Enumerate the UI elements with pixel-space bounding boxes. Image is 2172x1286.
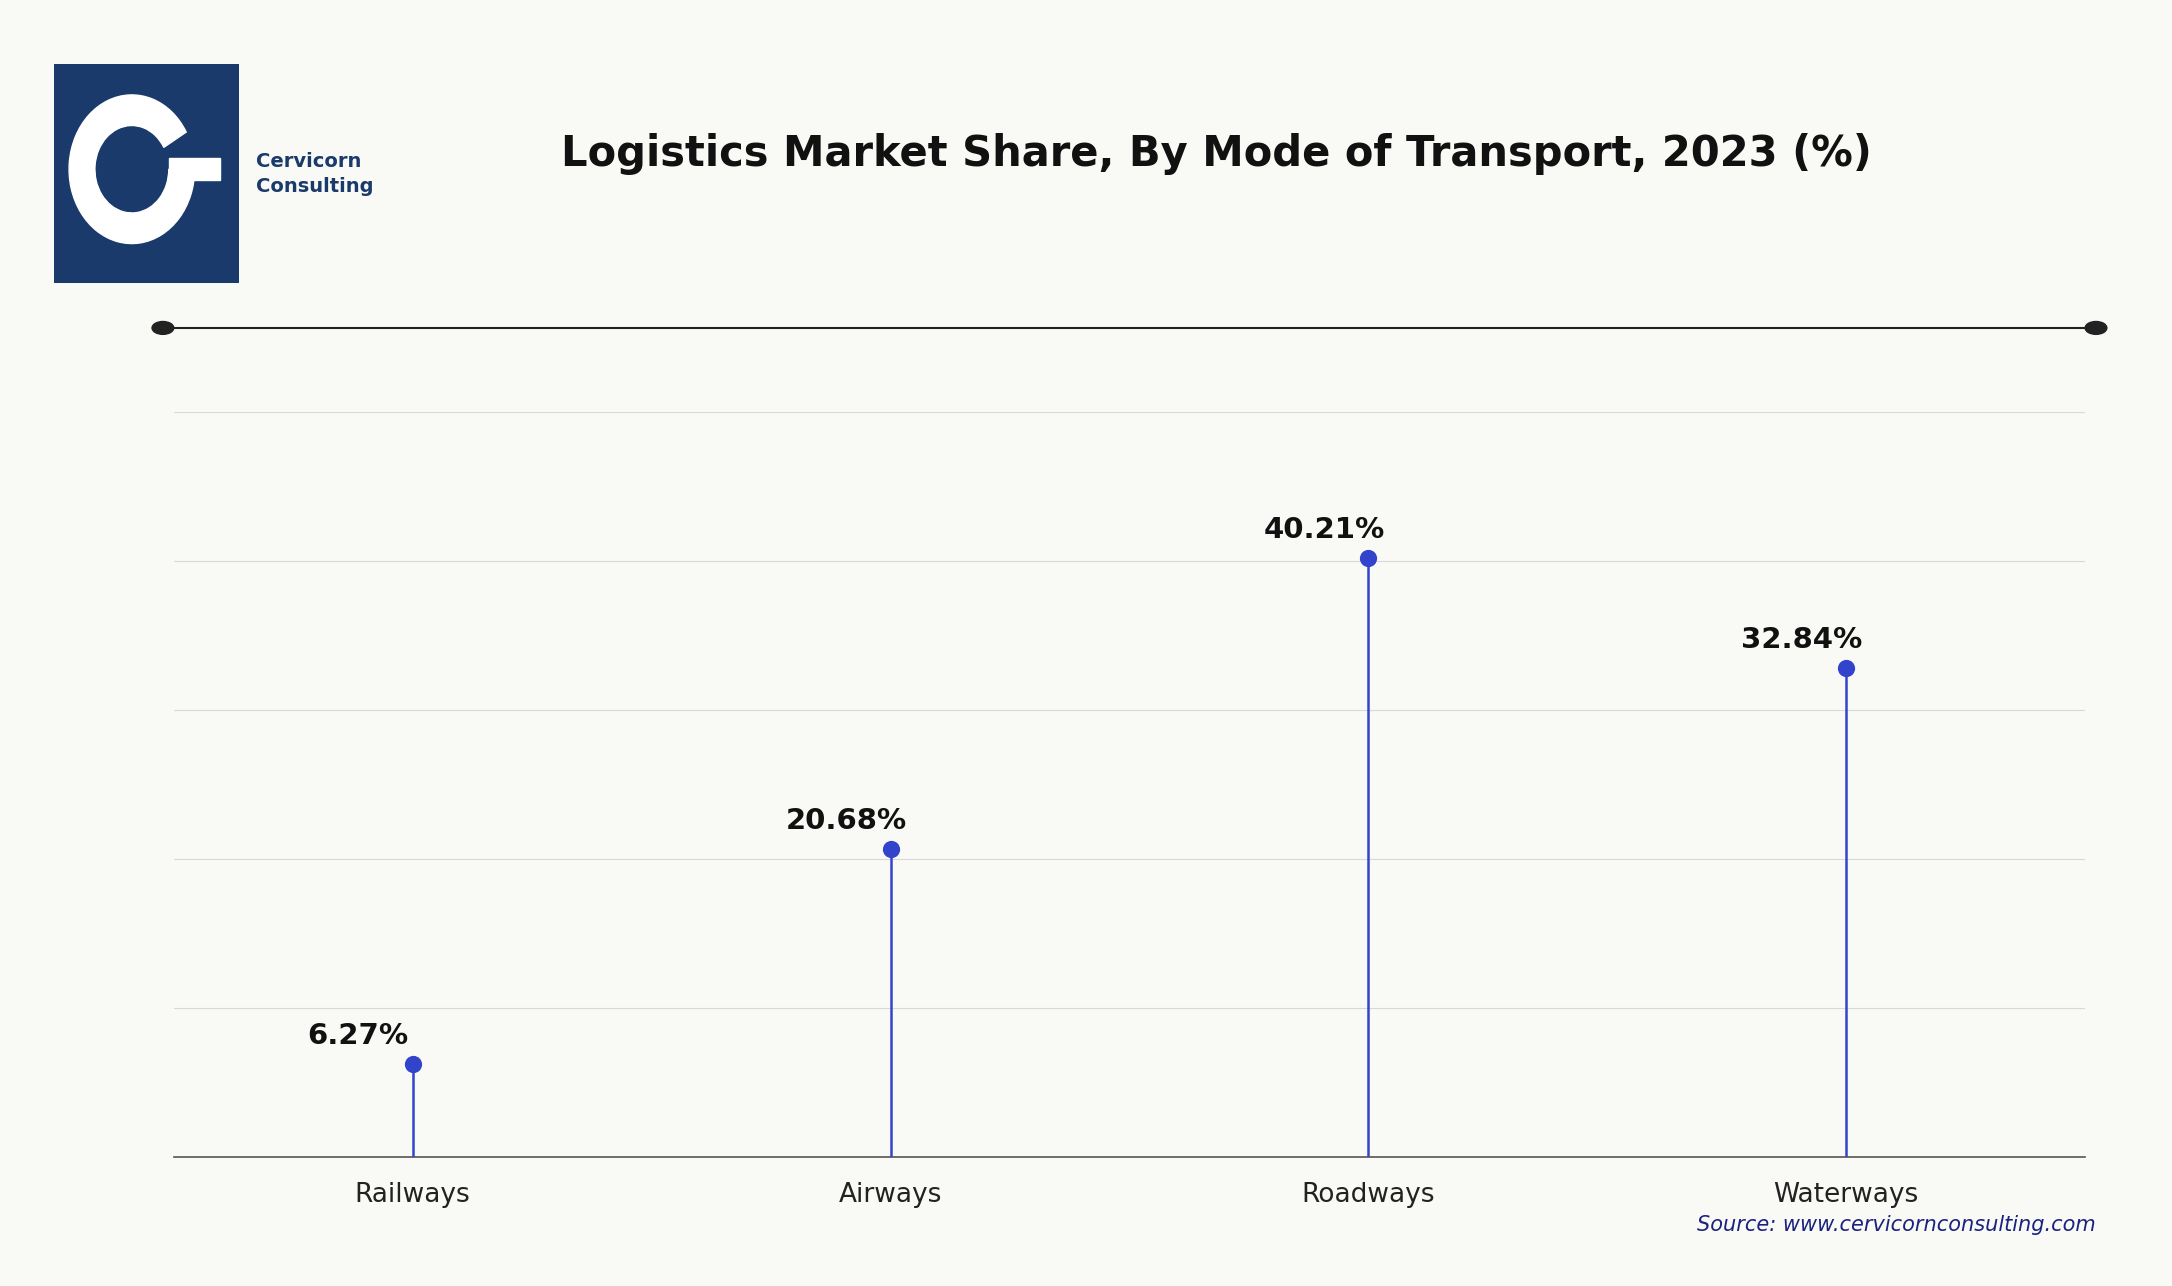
Point: [1829, 657, 1864, 678]
Text: Source: www.cervicornconsulting.com: Source: www.cervicornconsulting.com: [1696, 1214, 2096, 1235]
Text: 6.27%: 6.27%: [308, 1022, 408, 1051]
Text: 32.84%: 32.84%: [1742, 626, 1861, 655]
Point: [395, 1053, 430, 1074]
Text: Logistics Market Share, By Mode of Transport, 2023 (%): Logistics Market Share, By Mode of Trans…: [560, 134, 1872, 175]
FancyBboxPatch shape: [48, 55, 245, 292]
Text: Cervicorn
Consulting: Cervicorn Consulting: [256, 152, 374, 195]
Text: 20.68%: 20.68%: [786, 808, 906, 836]
Wedge shape: [70, 95, 195, 243]
FancyArrow shape: [169, 158, 222, 180]
Point: [1351, 548, 1386, 568]
Text: 40.21%: 40.21%: [1264, 516, 1384, 544]
Point: [873, 838, 908, 859]
